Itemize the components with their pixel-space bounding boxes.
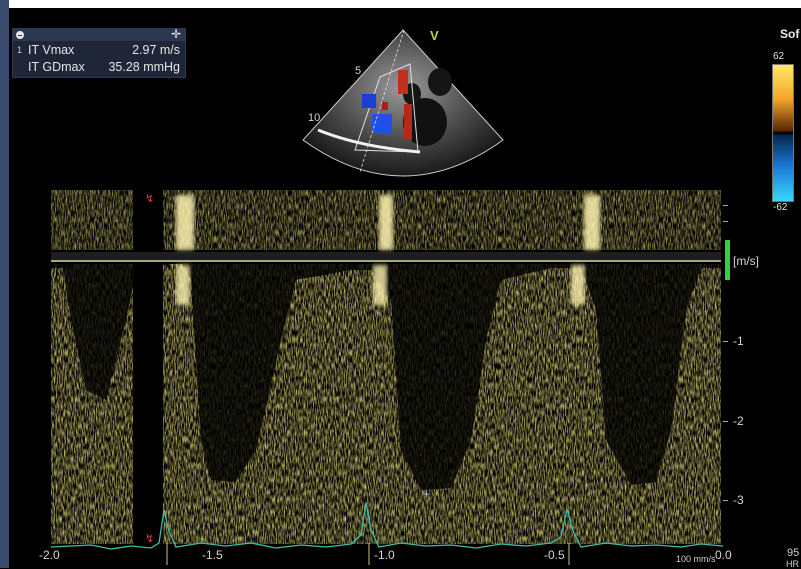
color-flow-blue <box>362 94 376 108</box>
x-tick-label: -1.0 <box>374 548 395 562</box>
y-tick-mark <box>723 421 728 422</box>
orientation-marker: V <box>430 28 439 43</box>
sector-outline <box>302 29 504 177</box>
x-tick-label: 0.0 <box>715 548 732 562</box>
window-top-frame <box>9 0 801 8</box>
y-tick-mark <box>723 341 728 342</box>
baseline-handle[interactable] <box>725 240 730 280</box>
event-marker-icon: ↯ <box>145 193 154 205</box>
pericardium <box>317 128 421 154</box>
x-tick-label: -0.5 <box>544 548 565 562</box>
valve-click <box>379 195 393 250</box>
ecg-waveform <box>51 502 723 550</box>
minimize-icon[interactable] <box>16 31 24 39</box>
color-flow-red <box>404 104 412 140</box>
ecg-trace <box>51 502 723 565</box>
valve-click <box>176 195 194 250</box>
window-left-frame <box>0 0 9 568</box>
y-tick-label: -3 <box>733 493 744 507</box>
depth-label: 5 <box>355 65 361 77</box>
chamber <box>428 68 452 96</box>
measurement-label: IT Vmax <box>28 43 75 57</box>
colorbar-min-label: -62 <box>773 202 788 213</box>
y-tick-mark <box>723 221 728 222</box>
valve-click <box>571 265 585 305</box>
measurement-panel[interactable]: ✛ 1 IT Vmax 2.97 m/s IT GDmax 35.28 mmHg <box>12 27 186 78</box>
colorbar-max-label: 62 <box>773 51 785 62</box>
color-flow-red <box>398 70 408 94</box>
header-right-label: Sof <box>780 27 800 41</box>
sector-tissue <box>303 30 503 176</box>
x-tick-label: -1.5 <box>202 548 223 562</box>
x-tick-label: -2.0 <box>39 548 60 562</box>
depth-label: 10 <box>308 112 320 124</box>
color-flow-blue <box>372 114 392 134</box>
color-flow-red <box>382 102 388 110</box>
measurement-row-gdmax: IT GDmax 35.28 mmHg <box>13 59 185 76</box>
crosshair-cursor[interactable]: + <box>423 487 431 501</box>
heart-rate-label: HR <box>786 559 799 569</box>
valve-click <box>373 265 387 305</box>
y-tick-label: -1 <box>733 334 744 348</box>
move-icon[interactable]: ✛ <box>170 27 181 41</box>
measurement-index: 1 <box>17 45 23 55</box>
signal-dropout <box>133 190 163 544</box>
valve-click <box>176 265 190 305</box>
measurement-row-vmax: 1 IT Vmax 2.97 m/s <box>13 42 185 59</box>
measurement-value: 2.97 m/s <box>132 43 180 57</box>
y-tick-mark <box>723 500 728 501</box>
y-tick-label: -2 <box>733 414 744 428</box>
velocity-unit: [m/s] <box>733 254 759 268</box>
event-marker-icon: ↯ <box>145 533 154 544</box>
y-tick-mark <box>723 205 728 206</box>
valve-click <box>584 195 600 250</box>
heart-rate-value: 95 <box>787 547 800 559</box>
sweep-speed: 100 mm/s <box>676 554 716 564</box>
measurement-label: IT GDmax <box>28 60 85 74</box>
measurement-value: 35.28 mmHg <box>108 60 180 74</box>
doppler-spectrum[interactable]: ↯ ↯ <box>51 190 721 544</box>
echo-thumbnail: 5 10 <box>302 29 504 177</box>
color-scale-bar <box>772 64 794 202</box>
measurement-panel-header[interactable]: ✛ <box>13 27 185 41</box>
